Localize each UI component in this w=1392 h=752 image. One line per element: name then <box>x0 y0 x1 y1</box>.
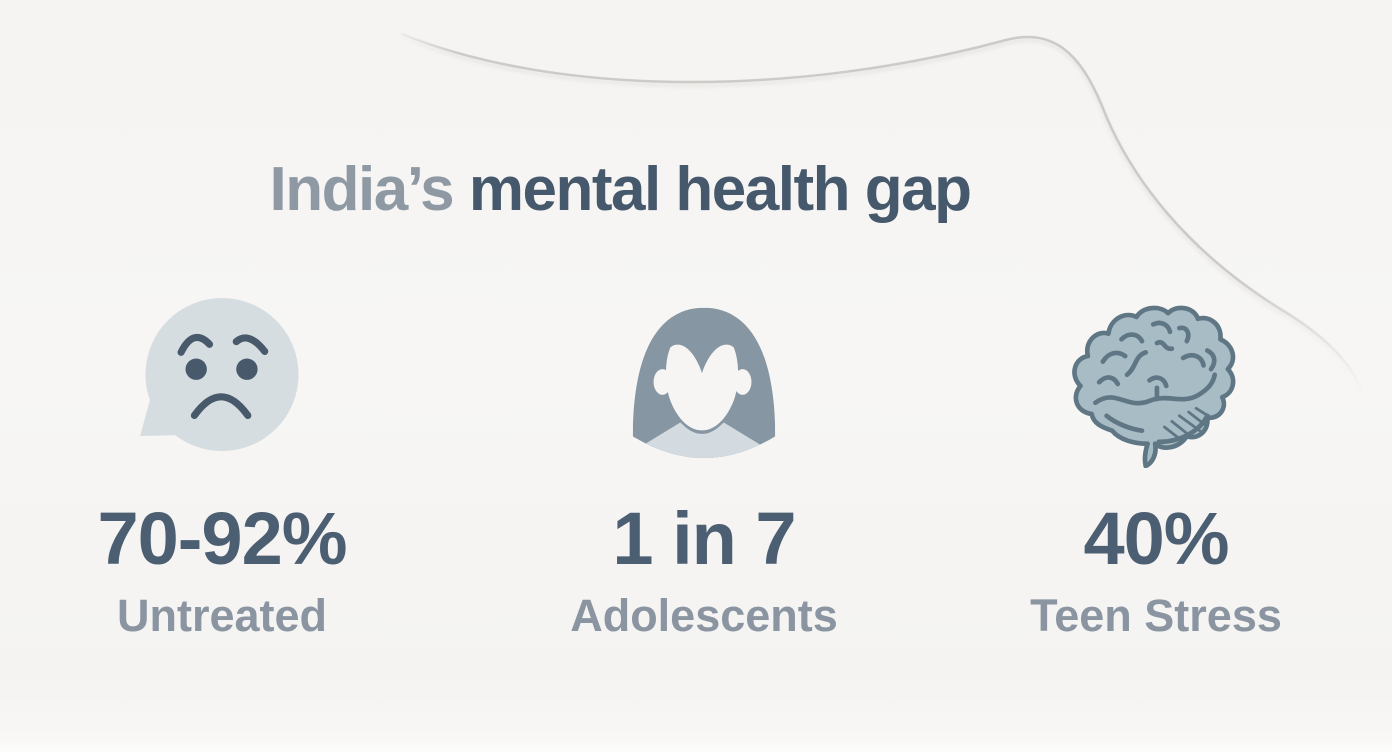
bottom-edge-highlight <box>0 738 1392 752</box>
stat-value-teen-stress: 40% <box>1083 497 1229 580</box>
title-light-part: India’s <box>269 154 455 224</box>
stat-value-untreated: 70-92% <box>97 497 347 580</box>
stat-label-adolescents: Adolescents <box>570 590 838 641</box>
stat-column-adolescents: 1 in 7 Adolescents <box>524 290 884 640</box>
icon-box <box>1065 290 1247 468</box>
stat-column-untreated: 70-92% Untreated <box>42 290 402 640</box>
stat-label-teen-stress: Teen Stress <box>1030 590 1282 641</box>
stat-column-teen-stress: 40% Teen Stress <box>976 290 1336 640</box>
icon-box <box>133 290 311 468</box>
page-title: India’s mental health gap <box>0 154 1240 226</box>
sad-face-bubble-icon <box>140 298 299 452</box>
brain-icon <box>1072 305 1236 468</box>
adolescent-avatar-icon <box>632 307 776 459</box>
stat-label-untreated: Untreated <box>116 590 328 641</box>
title-dark-part: mental health gap <box>453 154 972 224</box>
icon-box <box>624 290 784 468</box>
stat-value-adolescents: 1 in 7 <box>612 497 796 580</box>
